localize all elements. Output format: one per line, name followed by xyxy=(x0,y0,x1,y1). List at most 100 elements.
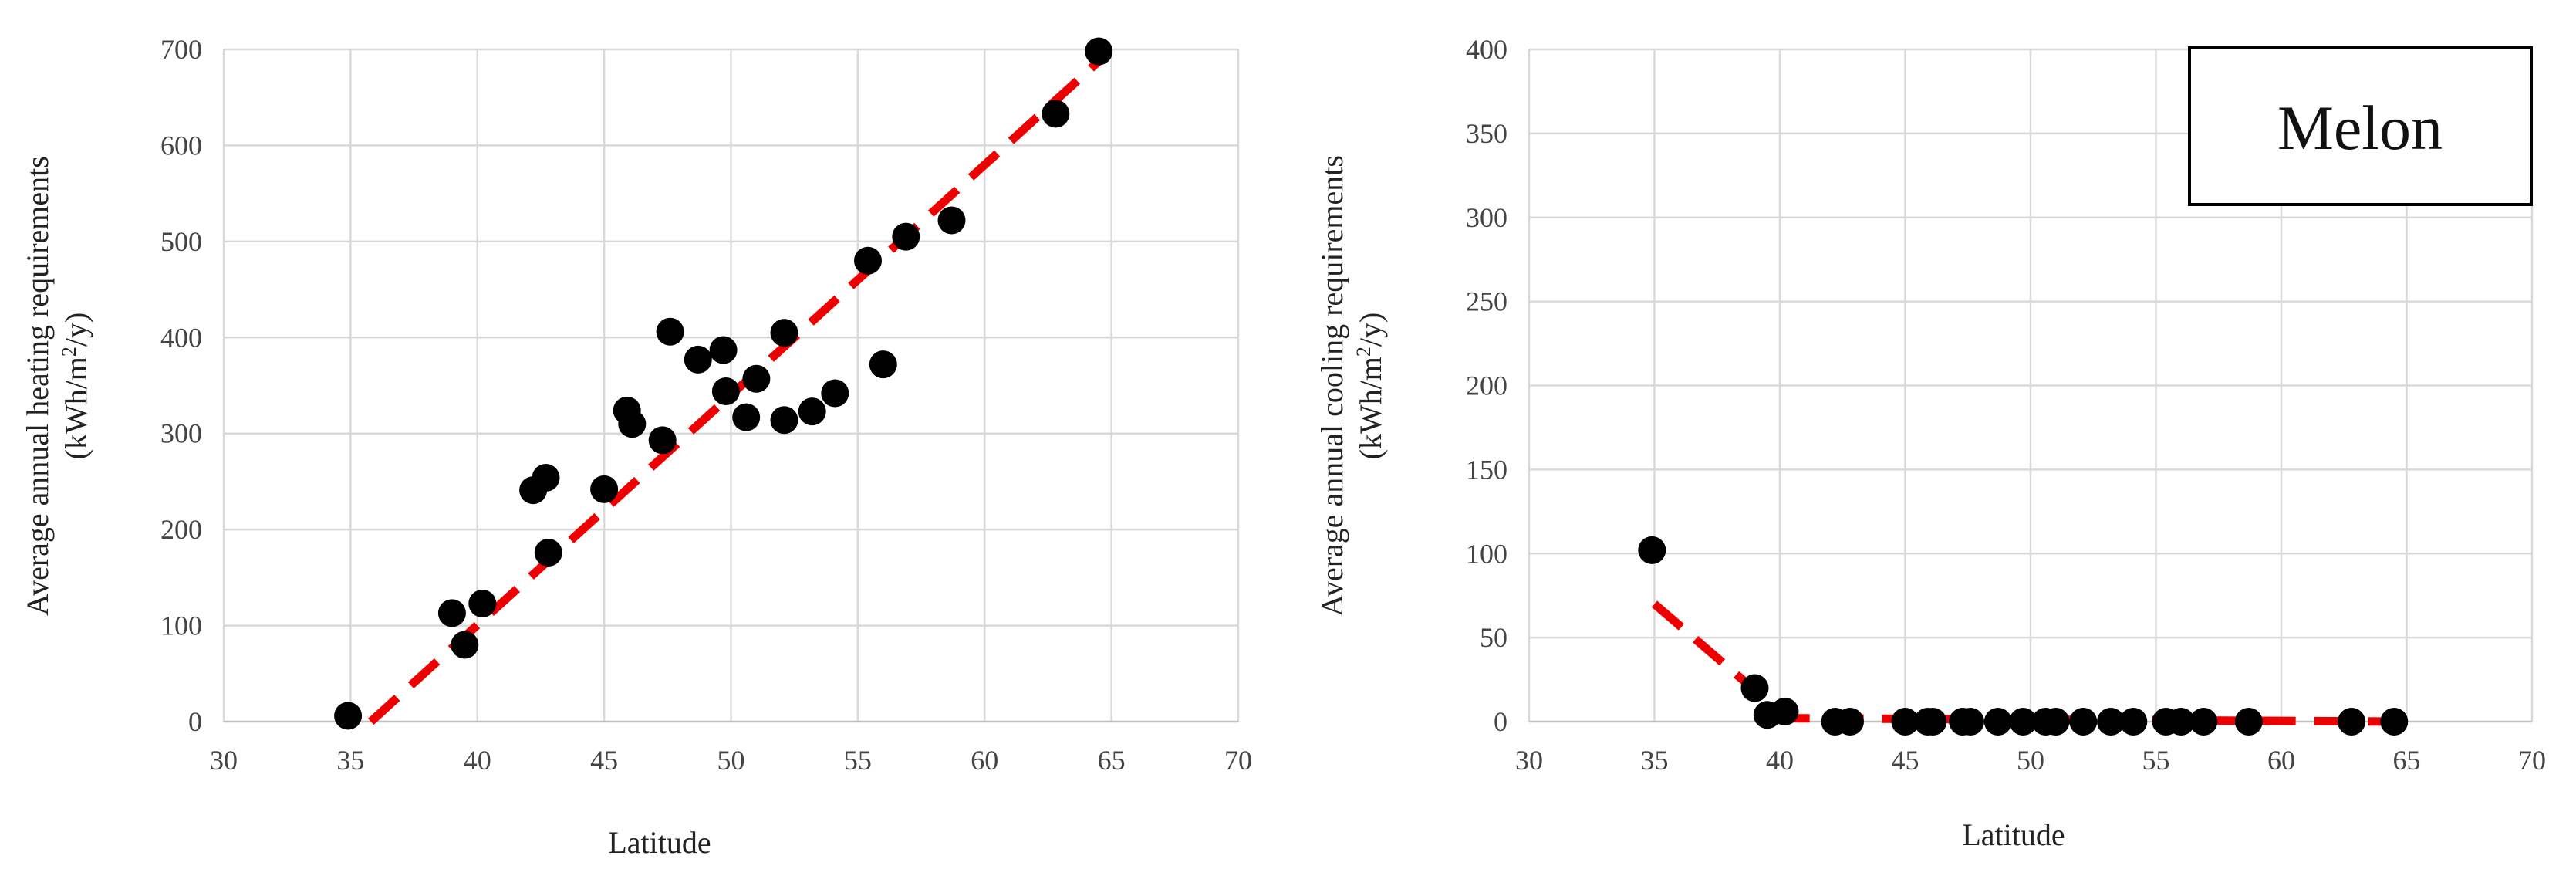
heating-y-axis-title-line1: Average annual heating requirements xyxy=(20,156,55,616)
cooling-y-tick-0: 0 xyxy=(1494,706,1507,737)
melon-legend-label: Melon xyxy=(2277,93,2443,163)
cooling-x-tick-40: 40 xyxy=(1766,745,1794,776)
heating-gridlines xyxy=(222,48,1240,723)
heating-data-points xyxy=(334,37,1113,730)
cooling-data-point-3 xyxy=(1771,697,1799,725)
heating-x-tick-55: 55 xyxy=(844,745,872,776)
cooling-y-tick-200: 200 xyxy=(1466,370,1507,401)
cooling-data-point-19 xyxy=(2167,708,2195,736)
cooling-x-tick-labels: 30 35 40 45 50 55 60 65 70 xyxy=(1515,745,2546,776)
heating-data-point-19 xyxy=(798,397,826,426)
cooling-y-axis-title: Average annual cooling requirements (kWh… xyxy=(1315,155,1388,617)
heating-y-tick-600: 600 xyxy=(160,130,202,161)
heating-data-point-5 xyxy=(532,464,560,492)
heating-y-axis-title: Average annual heating requirements (kWh… xyxy=(20,156,93,616)
heating-data-point-6 xyxy=(534,539,562,567)
cooling-chart-panel: 30 35 40 45 50 55 60 65 70 0 50 100 150 200 250 300 350… xyxy=(1288,0,2576,876)
heating-x-tick-30: 30 xyxy=(210,745,238,776)
cooling-y-tick-300: 300 xyxy=(1466,202,1507,233)
heating-x-tick-70: 70 xyxy=(1224,745,1252,776)
heating-data-point-12 xyxy=(684,345,712,374)
heating-data-point-17 xyxy=(770,319,798,347)
cooling-data-point-8 xyxy=(1919,708,1947,736)
heating-x-tick-35: 35 xyxy=(336,745,364,776)
cooling-y-tick-labels: 0 50 100 150 200 250 300 350 400 xyxy=(1466,34,1507,737)
cooling-data-point-10 xyxy=(1956,708,1984,736)
melon-legend-box: Melon xyxy=(2188,46,2533,206)
heating-data-point-23 xyxy=(892,222,920,251)
heating-data-point-20 xyxy=(821,379,849,408)
cooling-x-tick-60: 60 xyxy=(2267,745,2295,776)
heating-data-point-11 xyxy=(656,317,684,346)
heating-data-point-24 xyxy=(937,206,966,235)
cooling-data-point-16 xyxy=(2097,708,2125,736)
heating-data-point-16 xyxy=(742,364,771,393)
cooling-data-point-11 xyxy=(1983,708,2012,736)
cooling-y-tick-400: 400 xyxy=(1466,34,1507,65)
heating-x-tick-60: 60 xyxy=(971,745,998,776)
heating-y-tick-0: 0 xyxy=(188,706,202,737)
cooling-y-tick-50: 50 xyxy=(1480,622,1507,653)
cooling-x-tick-50: 50 xyxy=(2017,745,2044,776)
heating-y-tick-labels: 0 100 200 300 400 500 600 700 xyxy=(160,34,202,737)
heating-chart-panel: 30 35 40 45 50 55 60 65 70 0 100 200 300 400 500 600 70… xyxy=(20,34,1252,860)
cooling-data-point-5 xyxy=(1836,708,1864,736)
cooling-data-point-15 xyxy=(2069,708,2098,736)
cooling-data-point-6 xyxy=(1891,708,1919,736)
cooling-data-point-0 xyxy=(1638,536,1666,564)
cooling-x-tick-45: 45 xyxy=(1892,745,1919,776)
heating-data-point-26 xyxy=(1085,37,1113,66)
cooling-y-tick-250: 250 xyxy=(1466,286,1507,317)
heating-data-point-14 xyxy=(711,377,740,405)
heating-data-point-9 xyxy=(618,410,647,438)
cooling-y-tick-350: 350 xyxy=(1466,118,1507,149)
cooling-x-tick-65: 65 xyxy=(2393,745,2421,776)
cooling-x-axis-title: Latitude xyxy=(1962,817,2065,852)
cooling-y-tick-100: 100 xyxy=(1466,538,1507,569)
heating-y-tick-400: 400 xyxy=(160,322,202,353)
heating-data-point-15 xyxy=(732,403,761,431)
heating-x-tick-45: 45 xyxy=(590,745,618,776)
heating-y-tick-200: 200 xyxy=(160,514,202,545)
cooling-x-tick-55: 55 xyxy=(2142,745,2170,776)
heating-x-tick-50: 50 xyxy=(717,745,745,776)
cooling-y-axis-title-line1: Average annual cooling requirements xyxy=(1315,155,1349,617)
melon-legend-frame xyxy=(2188,46,2533,206)
heating-data-point-3 xyxy=(468,590,497,617)
cooling-y-tick-150: 150 xyxy=(1466,454,1507,485)
cooling-x-tick-70: 70 xyxy=(2518,745,2546,776)
cooling-data-points xyxy=(1638,536,2409,736)
cooling-x-tick-35: 35 xyxy=(1641,745,1669,776)
cooling-scatter-chart: 30 35 40 45 50 55 60 65 70 0 50 100 150 200 250 300 350… xyxy=(1315,34,2546,852)
heating-data-point-22 xyxy=(869,350,897,379)
cooling-data-point-20 xyxy=(2189,708,2218,736)
cooling-data-point-21 xyxy=(2234,708,2263,736)
heating-y-tick-300: 300 xyxy=(160,418,202,449)
heating-x-tick-40: 40 xyxy=(464,745,491,776)
heating-x-axis-title: Latitude xyxy=(608,825,711,860)
cooling-y-axis-title-line2: (kWh/m2/y) xyxy=(1352,313,1389,460)
heating-x-tick-labels: 30 35 40 45 50 55 60 65 70 xyxy=(210,745,1252,776)
heating-y-tick-700: 700 xyxy=(160,34,202,65)
heating-data-point-21 xyxy=(854,246,882,275)
cooling-data-point-12 xyxy=(2009,708,2038,736)
heating-data-point-10 xyxy=(648,426,677,455)
heating-y-axis-title-line2: (kWh/m2/y) xyxy=(58,313,94,460)
heating-data-point-13 xyxy=(709,336,738,364)
cooling-x-tick-30: 30 xyxy=(1515,745,1543,776)
heating-x-tick-65: 65 xyxy=(1098,745,1126,776)
cooling-data-point-1 xyxy=(1740,674,1769,702)
heating-scatter-chart: 30 35 40 45 50 55 60 65 70 0 100 200 300 400 500 600 70… xyxy=(20,34,1252,860)
heating-data-point-1 xyxy=(437,599,466,627)
heating-y-tick-100: 100 xyxy=(160,610,202,641)
heating-data-point-18 xyxy=(770,406,798,435)
heating-data-point-2 xyxy=(451,631,479,659)
heating-data-point-7 xyxy=(590,475,619,503)
heating-data-point-0 xyxy=(334,702,363,730)
heating-y-tick-500: 500 xyxy=(160,226,202,257)
cooling-data-point-22 xyxy=(2338,708,2365,736)
cooling-data-point-23 xyxy=(2380,708,2409,736)
cooling-data-point-14 xyxy=(2041,708,2070,736)
cooling-data-point-17 xyxy=(2119,708,2148,736)
heating-data-point-25 xyxy=(1042,100,1070,128)
